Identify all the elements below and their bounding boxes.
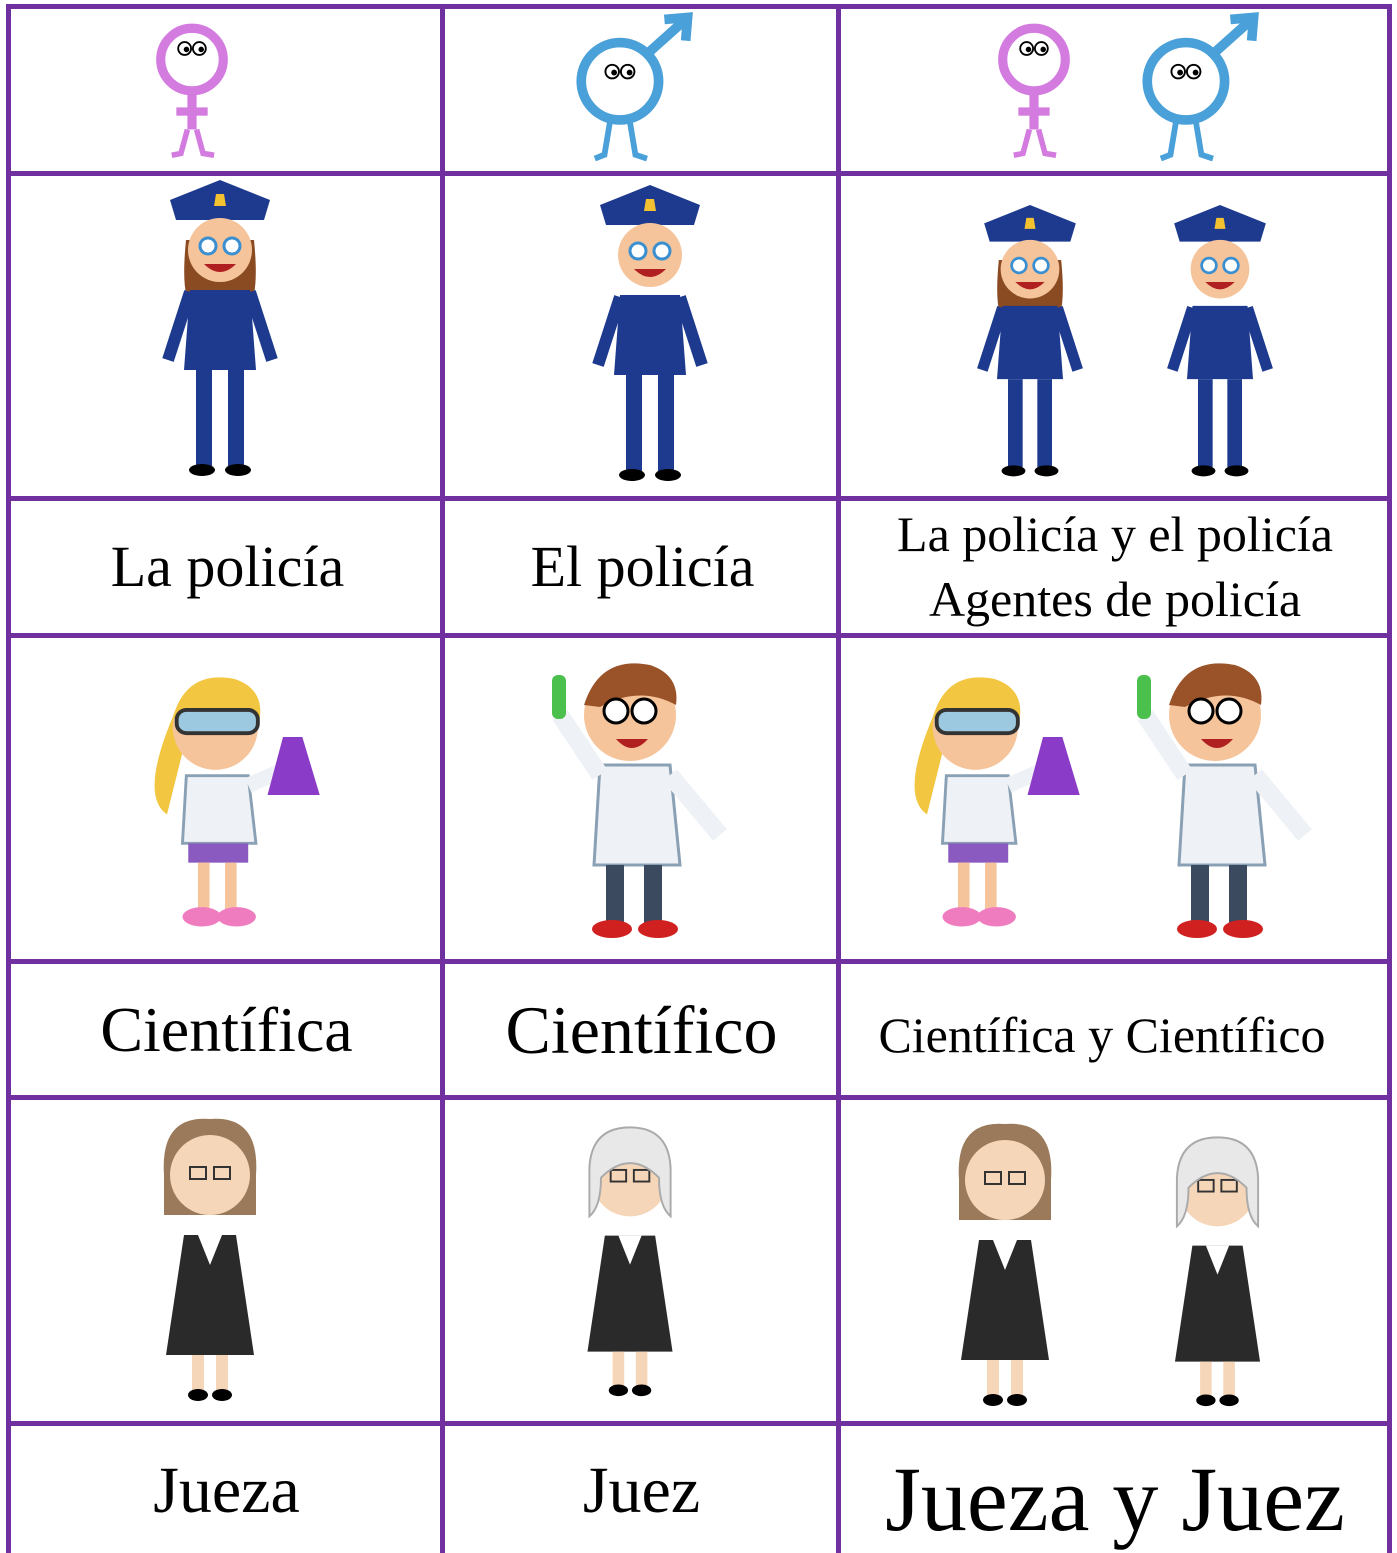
grid-line — [1387, 4, 1392, 1553]
label: Jueza y Juez — [843, 1436, 1387, 1553]
label-line: Científica y Científico — [878, 1007, 1326, 1063]
grid-line — [6, 1421, 1392, 1426]
label: El policía — [530, 534, 755, 599]
police-woman — [160, 180, 280, 480]
label: Jueza — [153, 1453, 300, 1527]
police-woman — [975, 195, 1085, 490]
grid-line — [6, 4, 1392, 9]
judge-woman — [150, 1105, 270, 1405]
grid-line — [440, 4, 445, 1553]
grid-line — [6, 496, 1392, 501]
scientist-man — [1105, 645, 1345, 945]
judge-man — [1155, 1120, 1280, 1410]
label: Científica y Científico — [843, 980, 1361, 1090]
grid-line — [6, 1095, 1392, 1100]
label-line: Jueza y Juez — [885, 1447, 1345, 1550]
label: Juez — [582, 1453, 701, 1527]
scientist-man — [520, 645, 760, 945]
grid-line — [836, 4, 841, 1553]
police-man — [590, 185, 710, 485]
grid-line — [6, 633, 1392, 638]
grid-line — [6, 171, 1392, 176]
grid-line — [6, 4, 11, 1553]
police-man — [1165, 195, 1275, 490]
label: La policía y el policía Agentes de policí… — [843, 503, 1387, 631]
label: La policía — [110, 534, 345, 599]
scientist-woman — [885, 650, 1085, 940]
label: Científico — [505, 992, 778, 1068]
male-symbol — [560, 10, 705, 168]
label-line: Agentes de policía — [928, 571, 1302, 627]
label-line: La policía y el policía — [897, 506, 1333, 562]
female-symbol — [146, 10, 238, 168]
grid-line — [6, 959, 1392, 964]
scientist-woman — [125, 650, 325, 940]
judge-woman — [945, 1110, 1065, 1410]
judge-man — [570, 1110, 690, 1400]
female-symbol — [988, 10, 1080, 168]
label: Científica — [100, 994, 353, 1065]
male-symbol — [1126, 10, 1271, 168]
